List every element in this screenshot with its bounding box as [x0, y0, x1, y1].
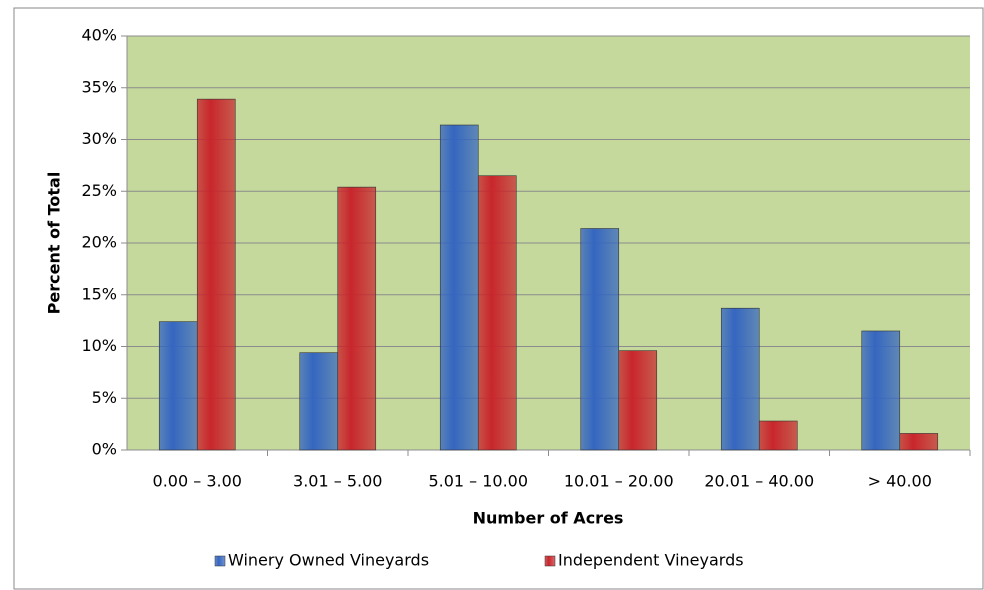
x-tick-label: 3.01 – 5.00: [293, 472, 382, 491]
x-tick-label: 0.00 – 3.00: [153, 472, 242, 491]
legend-label: Independent Vineyards: [558, 551, 744, 570]
bar: [299, 352, 339, 451]
bar: [196, 98, 236, 451]
bar: [337, 186, 377, 451]
y-tick-label: 30%: [81, 129, 117, 148]
y-tick-label: 35%: [81, 77, 117, 96]
x-tick-label: 10.01 – 20.00: [564, 472, 674, 491]
bar: [477, 175, 517, 451]
legend-swatch: [214, 555, 226, 567]
y-axis-title: Percent of Total: [45, 172, 64, 315]
bar: [618, 350, 658, 451]
bar: [580, 228, 620, 451]
y-tick-label: 10%: [81, 336, 117, 355]
x-tick-label: > 40.00: [868, 472, 932, 491]
y-tick-label: 20%: [81, 233, 117, 252]
x-tick-label: 20.01 – 40.00: [704, 472, 814, 491]
x-axis-title: Number of Acres: [473, 509, 624, 528]
bar: [439, 124, 479, 451]
y-tick-label: 5%: [92, 388, 117, 407]
y-tick-label: 40%: [81, 26, 117, 45]
x-tick-label: 5.01 – 10.00: [428, 472, 528, 491]
legend-swatch: [544, 555, 556, 567]
y-tick-label: 25%: [81, 181, 117, 200]
bar: [899, 433, 939, 451]
legend-label: Winery Owned Vineyards: [228, 551, 429, 570]
bar: [720, 307, 760, 451]
bar: [158, 321, 198, 451]
bar: [861, 330, 901, 451]
y-tick-label: 15%: [81, 284, 117, 303]
y-tick-label: 0%: [92, 440, 117, 459]
bar: [758, 420, 798, 451]
